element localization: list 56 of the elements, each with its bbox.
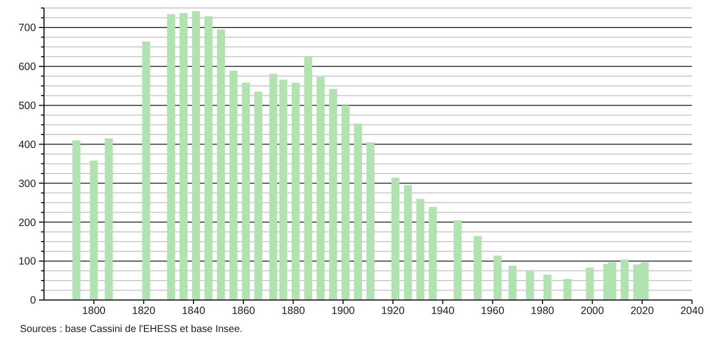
bar (366, 142, 374, 300)
bar (242, 82, 250, 300)
x-tick-label: 1960 (480, 305, 504, 317)
y-tick-label: 300 (18, 178, 36, 190)
bar (104, 138, 113, 300)
bar (586, 268, 594, 300)
bar (354, 124, 362, 300)
x-tick-label: 2000 (580, 305, 604, 317)
x-tick-label: 2040 (680, 305, 704, 317)
x-tick-label: 1900 (331, 305, 355, 317)
bar (416, 198, 424, 300)
bar (279, 80, 288, 300)
y-tick-label: 0 (30, 294, 36, 307)
bar (508, 266, 517, 300)
bar (474, 236, 482, 300)
x-tick-label: 1940 (431, 305, 455, 317)
bar (428, 206, 437, 300)
bar (167, 14, 176, 300)
x-tick-label: 1800 (82, 305, 106, 317)
bar (304, 56, 312, 300)
y-tick-label: 100 (18, 256, 36, 268)
y-tick-label: 400 (18, 138, 36, 151)
bar (342, 105, 350, 300)
bar (292, 82, 300, 300)
bar (391, 178, 400, 300)
x-tick-label: 1920 (381, 305, 405, 317)
x-tick-label: 1880 (282, 305, 306, 317)
bar (229, 70, 238, 300)
bar (254, 92, 262, 300)
x-tick-label: 1860 (232, 305, 256, 317)
bar (454, 220, 462, 300)
bar (620, 260, 629, 300)
bar (90, 160, 98, 300)
bar (543, 274, 552, 300)
bar (142, 41, 150, 300)
bar (526, 271, 534, 300)
y-tick-label: 700 (18, 22, 36, 34)
y-tick-label: 200 (18, 216, 36, 229)
x-tick-label: 1980 (530, 305, 554, 317)
source-note: Sources : base Cassini de l'EHESS et base Insee. (20, 324, 243, 335)
bar (216, 29, 225, 300)
bar (180, 13, 188, 300)
bar (72, 140, 80, 300)
x-tick-label: 1840 (182, 305, 206, 317)
bar (563, 278, 572, 300)
bar (329, 88, 338, 300)
bar (404, 185, 412, 300)
y-tick-label: 600 (18, 61, 36, 74)
bar (269, 74, 278, 300)
y-tick-label: 500 (18, 100, 36, 112)
bar (192, 11, 200, 300)
bar (316, 76, 325, 300)
bar (494, 256, 502, 300)
x-tick-label: 1820 (132, 305, 156, 317)
bar (204, 16, 212, 300)
x-tick-label: 2020 (630, 305, 654, 317)
